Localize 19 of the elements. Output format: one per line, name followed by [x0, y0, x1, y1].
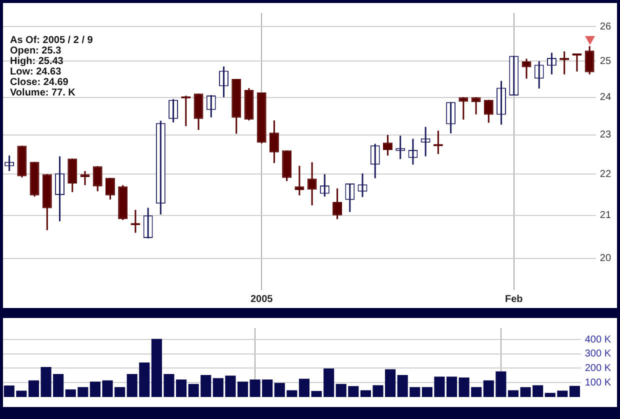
annotation: High: 25.43	[10, 56, 64, 67]
y-tick-label: 24	[600, 92, 612, 104]
y-tick-label: 26	[600, 21, 612, 32]
y-tick-label: 22	[600, 168, 612, 180]
y-tick-label: 400 K	[584, 334, 612, 346]
y-tick-label: 23	[600, 130, 612, 141]
y-tick-label: 200 K	[584, 363, 612, 374]
x-tick-label: Feb	[504, 294, 523, 305]
annotation: Open: 25.3	[10, 45, 62, 56]
annotation: Low: 24.63	[10, 66, 62, 78]
annotation: Volume: 77. K	[10, 87, 76, 98]
annotation: Close: 24.69	[10, 76, 69, 88]
y-tick-label: 300 K	[584, 348, 612, 360]
y-tick-label: 25	[600, 56, 612, 67]
y-tick-label: 21	[600, 210, 612, 222]
annotation: As Of: 2005 / 2 / 9	[10, 34, 94, 46]
y-tick-label: 100 K	[584, 377, 612, 388]
y-tick-label: 20	[600, 253, 612, 264]
x-tick-label: 2005	[250, 294, 274, 305]
